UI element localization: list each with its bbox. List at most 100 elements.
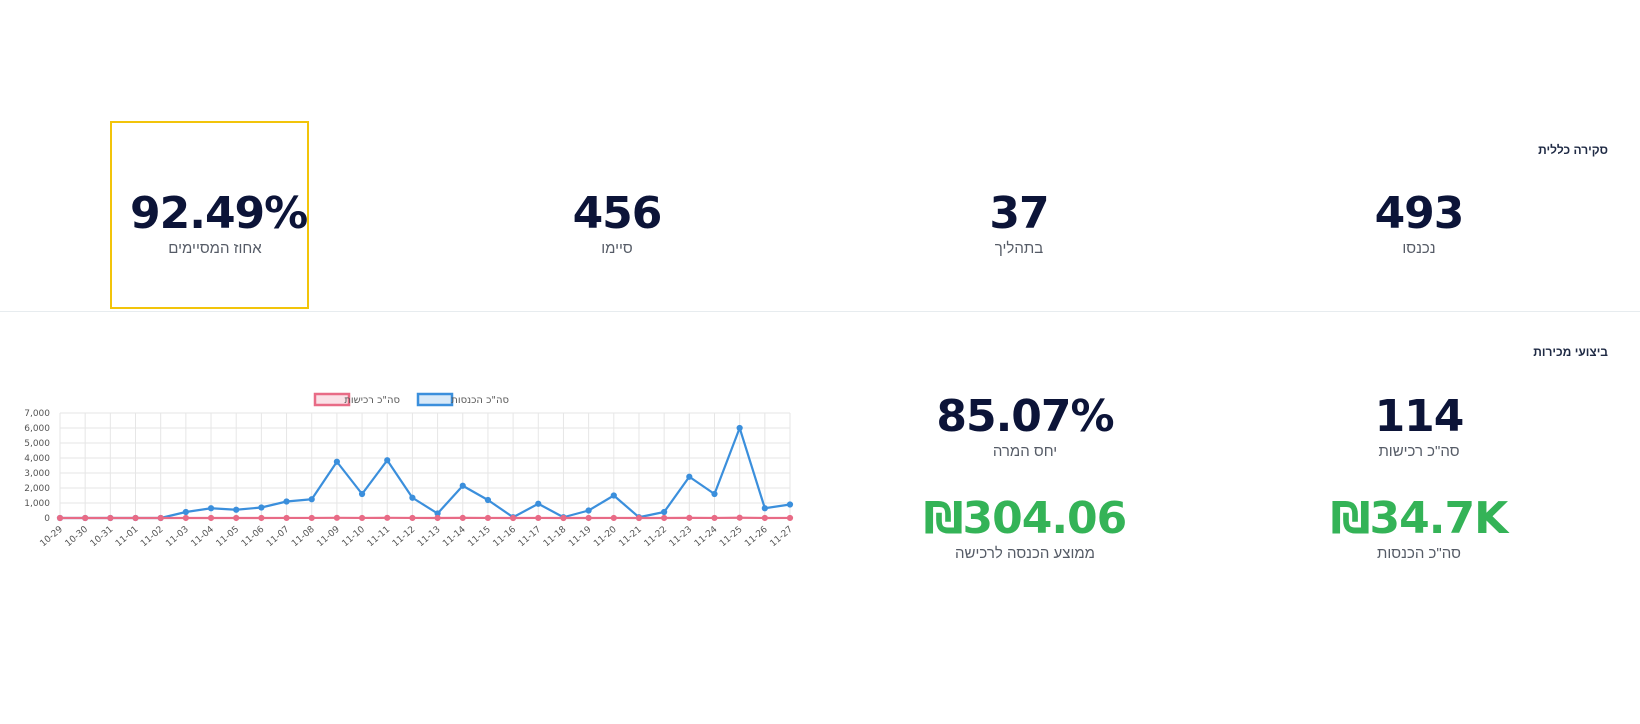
- data-point-purchases: [283, 514, 290, 522]
- data-point-purchases: [761, 514, 768, 522]
- x-tick-label: 11-06: [240, 524, 267, 549]
- stat-in-progress: 37 בתהליך: [934, 188, 1104, 258]
- data-point-purchases: [585, 514, 592, 522]
- data-point-purchases: [434, 514, 441, 522]
- data-point-purchases: [358, 514, 366, 522]
- x-tick-label: 11-18: [542, 524, 569, 549]
- x-tick-label: 11-17: [517, 525, 543, 549]
- data-point-purchases: [610, 514, 617, 522]
- legend-purchases-label: סה"כ רכישות: [344, 395, 400, 406]
- x-tick-label: 11-27: [768, 525, 794, 549]
- stat-entered-value: 493: [1374, 188, 1465, 239]
- x-tick-label: 11-24: [693, 524, 720, 549]
- data-point-purchases: [182, 514, 189, 522]
- x-tick-label: 11-05: [215, 525, 241, 549]
- x-tick-label: 11-10: [341, 524, 368, 549]
- x-tick-label: 10-30: [64, 524, 91, 549]
- data-point-revenue: [585, 507, 592, 514]
- data-point-revenue: [358, 490, 366, 498]
- x-tick-label: 10-31: [89, 525, 115, 549]
- data-point-purchases: [510, 514, 517, 522]
- data-point-purchases: [711, 514, 718, 522]
- x-tick-label: 11-16: [492, 524, 519, 549]
- data-point-revenue: [761, 505, 768, 512]
- data-point-revenue: [686, 473, 693, 480]
- x-tick-label: 11-23: [668, 525, 694, 549]
- x-tick-label: 11-07: [265, 525, 291, 549]
- data-point-revenue: [484, 496, 492, 504]
- data-point-purchases: [333, 514, 340, 521]
- x-tick-label: 11-22: [643, 525, 669, 549]
- y-tick-label: 4,000: [24, 454, 50, 464]
- data-point-revenue: [283, 498, 290, 505]
- data-point-purchases: [384, 514, 391, 521]
- stat-in-progress-value: 37: [989, 188, 1049, 239]
- section-divider: [0, 311, 1640, 312]
- stat-completed-value: 456: [572, 188, 663, 239]
- x-tick-label: 11-01: [114, 525, 140, 549]
- sales-line-chart: 0 1,000 2,000 3,000 4,000 5,000 6,000 7,000 10-2…: [24, 392, 795, 549]
- data-point-purchases: [157, 514, 164, 522]
- y-tick-label: 5,000: [24, 439, 50, 449]
- legend-revenue-swatch: [416, 392, 454, 407]
- y-tick-label: 6,000: [24, 424, 50, 434]
- data-point-purchases: [535, 514, 542, 522]
- legend-revenue-label: סה"כ הכנסות: [451, 395, 509, 406]
- stat-total-purchases-label: סה"כ רכישות: [1378, 443, 1460, 460]
- data-point-purchases: [107, 514, 114, 522]
- legend-purchases-swatch: [313, 392, 351, 407]
- stat-completion-rate: 92.49% אחוז המסיימים: [130, 188, 308, 258]
- data-point-purchases: [308, 514, 315, 522]
- data-point-purchases: [786, 514, 794, 522]
- x-tick-label: 11-25: [718, 525, 744, 549]
- x-tick-label: 11-26: [743, 524, 770, 549]
- data-point-revenue: [182, 508, 189, 516]
- data-point-purchases: [207, 514, 215, 522]
- stat-avg-revenue: ₪304.06 ממוצע הכנסה לרכישה: [910, 493, 1140, 563]
- data-point-purchases: [132, 514, 139, 522]
- data-point-revenue: [459, 482, 466, 489]
- data-point-revenue: [308, 496, 315, 503]
- data-point-revenue: [333, 458, 340, 465]
- y-tick-label: 7,000: [24, 409, 50, 419]
- stat-conversion-rate-value: 85.07%: [936, 391, 1114, 442]
- overview-section-title: סקירה כללית: [1538, 143, 1608, 157]
- x-tick-label: 11-04: [189, 524, 216, 549]
- stat-avg-revenue-label: ממוצע הכנסה לרכישה: [955, 545, 1095, 562]
- stat-completed: 456 סיימו: [532, 188, 702, 258]
- stat-in-progress-label: בתהליך: [994, 240, 1044, 257]
- stat-total-revenue-value: ₪34.7K: [1330, 493, 1508, 544]
- stat-completion-rate-value: 92.49%: [130, 188, 308, 239]
- stat-conversion-rate-label: יחס המרה: [992, 443, 1058, 460]
- y-tick-label: 2,000: [24, 484, 50, 494]
- stat-total-revenue-label: סה"כ הכנסות: [1377, 545, 1461, 562]
- data-point-purchases: [459, 514, 466, 521]
- highlight-frame: [110, 121, 309, 309]
- x-tick-label: 11-12: [391, 525, 417, 549]
- data-point-revenue: [711, 490, 718, 498]
- data-point-purchases: [686, 514, 693, 521]
- stat-conversion-rate: 85.07% יחס המרה: [920, 391, 1130, 461]
- data-point-purchases: [233, 514, 240, 522]
- stat-avg-revenue-value: ₪304.06: [923, 493, 1128, 544]
- y-tick-label: 0: [44, 514, 50, 524]
- stat-entered-label: נכנסו: [1402, 240, 1436, 257]
- x-tick-label: 11-15: [466, 525, 492, 549]
- data-point-purchases: [409, 514, 416, 522]
- x-tick-label: 11-20: [592, 524, 619, 549]
- data-point-purchases: [484, 514, 492, 522]
- y-tick-label: 1,000: [24, 499, 50, 509]
- data-point-revenue: [736, 424, 743, 432]
- x-tick-label: 11-09: [315, 524, 342, 549]
- data-point-purchases: [82, 514, 89, 522]
- data-point-revenue: [258, 504, 265, 511]
- data-point-revenue: [384, 457, 391, 464]
- data-point-purchases: [661, 514, 668, 522]
- data-point-purchases: [56, 514, 64, 522]
- data-point-purchases: [736, 514, 743, 521]
- data-point-revenue: [409, 494, 416, 501]
- y-tick-label: 3,000: [24, 469, 50, 479]
- x-tick-label: 11-08: [290, 524, 317, 549]
- sales-section-title: ביצועי מכירות: [1533, 345, 1608, 359]
- data-point-revenue: [207, 505, 215, 512]
